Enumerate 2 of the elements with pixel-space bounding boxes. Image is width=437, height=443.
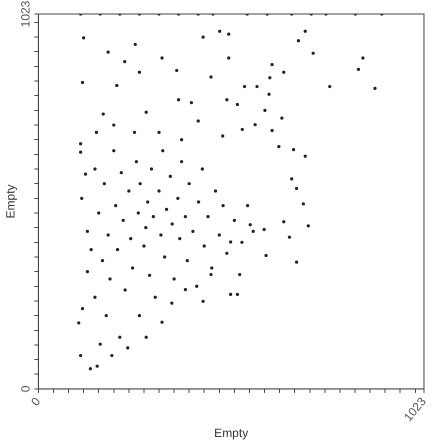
x-axis-title: Empty	[214, 426, 248, 440]
y-axis-title: Empty	[4, 184, 18, 218]
